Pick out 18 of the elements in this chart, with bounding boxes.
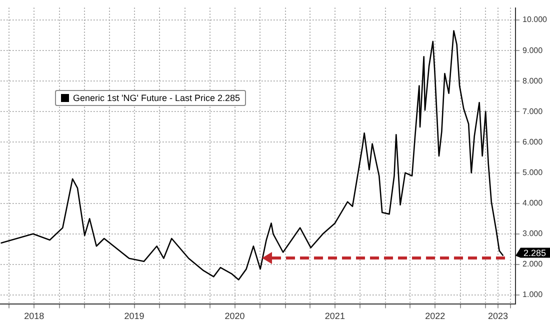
y-tick-label: 7.000 xyxy=(522,106,544,116)
legend-label: Generic 1st 'NG' Future - Last Price 2.285 xyxy=(73,93,240,103)
y-tick-label: 3.000 xyxy=(522,229,544,238)
x-tick-label: 2019 xyxy=(124,311,144,322)
y-tick-label: 9.000 xyxy=(522,46,544,55)
x-tick-label: 2022 xyxy=(425,311,446,322)
y-tick-label: 1.000 xyxy=(522,290,544,300)
x-tick-label: 2021 xyxy=(324,311,345,322)
x-tick-label: 2023 xyxy=(488,311,508,322)
y-tick-label: 2.000 xyxy=(522,260,544,269)
y-tick-label: 6.000 xyxy=(522,137,544,146)
y-tick-label: 5.000 xyxy=(522,168,544,178)
x-tick-label: 2020 xyxy=(224,311,245,322)
y-tick-label: 4.000 xyxy=(522,198,544,208)
x-tick-label: 2018 xyxy=(24,311,44,322)
y-tick-label: 8.000 xyxy=(522,76,544,86)
text: 2.285 xyxy=(524,248,546,258)
y-tick-label: 10.000 xyxy=(522,15,548,24)
